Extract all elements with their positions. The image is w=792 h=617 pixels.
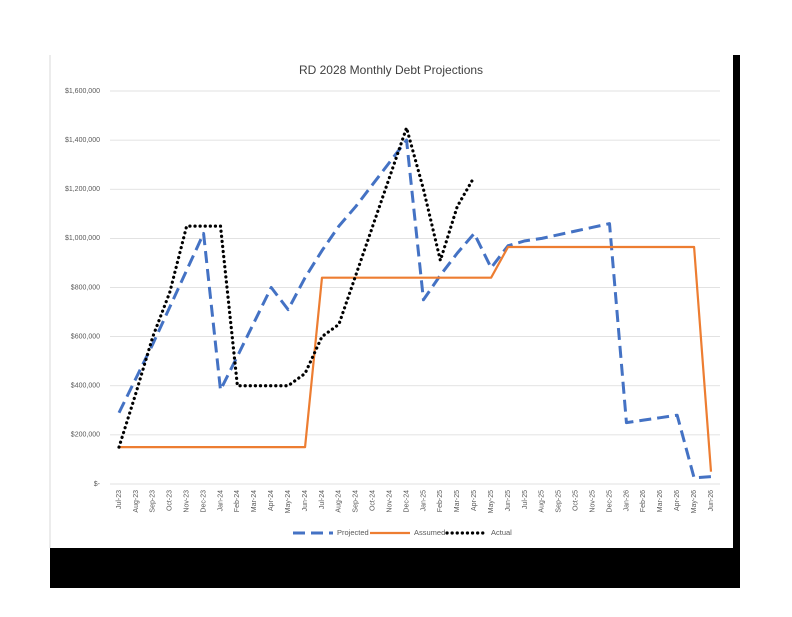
y-tick-label: $200,000 (71, 432, 100, 439)
x-tick-label: Apr-25 (471, 490, 478, 511)
x-tick-label: Mar-26 (657, 490, 664, 512)
x-tick-label: Feb-25 (437, 490, 444, 512)
frame-shadow-right (733, 55, 740, 588)
x-tick-label: Jun-25 (505, 490, 512, 512)
x-tick-label: Apr-26 (674, 490, 681, 511)
x-tick-label: Nov-24 (386, 490, 393, 513)
x-tick-label: Sep-23 (150, 490, 157, 513)
x-tick-label: Jan-26 (623, 490, 630, 512)
x-tick-label: Dec-23 (200, 490, 207, 513)
y-tick-label: $1,000,000 (65, 235, 100, 242)
x-tick-label: Nov-25 (589, 490, 596, 513)
x-tick-label: Sep-24 (353, 490, 360, 513)
x-tick-label: Feb-24 (234, 490, 241, 512)
x-tick-label: Dec-24 (403, 490, 410, 513)
frame-shadow-bottom (50, 548, 740, 588)
x-tick-label: Jul-25 (522, 490, 529, 509)
x-tick-label: Oct-25 (573, 490, 580, 511)
x-tick-label: Mar-25 (454, 490, 461, 512)
x-tick-label: May-26 (691, 490, 698, 513)
data-line (119, 245, 713, 472)
x-tick-label: Feb-26 (640, 490, 647, 512)
y-tick-label: $- (94, 481, 101, 488)
x-tick-label: Jul-23 (116, 490, 123, 509)
x-tick-label: Aug-24 (336, 490, 343, 513)
data-line (117, 138, 712, 480)
y-tick-label: $800,000 (71, 284, 100, 291)
x-tick-label: Jun-24 (302, 490, 309, 512)
x-tick-label: Jan-25 (420, 490, 427, 512)
x-tick-label: Jul-24 (319, 490, 326, 509)
chart-title: RD 2028 Monthly Debt Projections (299, 63, 483, 77)
y-tick-label: $1,400,000 (65, 137, 100, 144)
x-tick-label: Mar-24 (251, 490, 258, 512)
x-tick-label: Oct-23 (167, 490, 174, 511)
x-tick-label: Aug-25 (539, 490, 546, 513)
y-tick-label: $1,600,000 (65, 88, 100, 95)
x-tick-label: Aug-23 (133, 490, 140, 513)
x-tick-label: Jun-26 (708, 490, 715, 512)
legend-label: Assumed (414, 528, 445, 537)
x-tick-label: Nov-23 (184, 490, 191, 513)
x-tick-label: Apr-24 (268, 490, 275, 511)
y-tick-label: $1,200,000 (65, 186, 100, 193)
x-tick-label: Dec-25 (606, 490, 613, 513)
y-tick-label: $600,000 (71, 333, 100, 340)
legend-label: Actual (491, 528, 512, 537)
x-tick-label: May-24 (285, 490, 292, 513)
x-tick-label: Oct-24 (370, 490, 377, 511)
legend-label: Projected (337, 528, 369, 537)
x-tick-label: May-25 (488, 490, 495, 513)
x-tick-label: Sep-25 (556, 490, 563, 513)
y-tick-label: $400,000 (71, 383, 100, 390)
x-tick-label: Jan-24 (217, 490, 224, 512)
